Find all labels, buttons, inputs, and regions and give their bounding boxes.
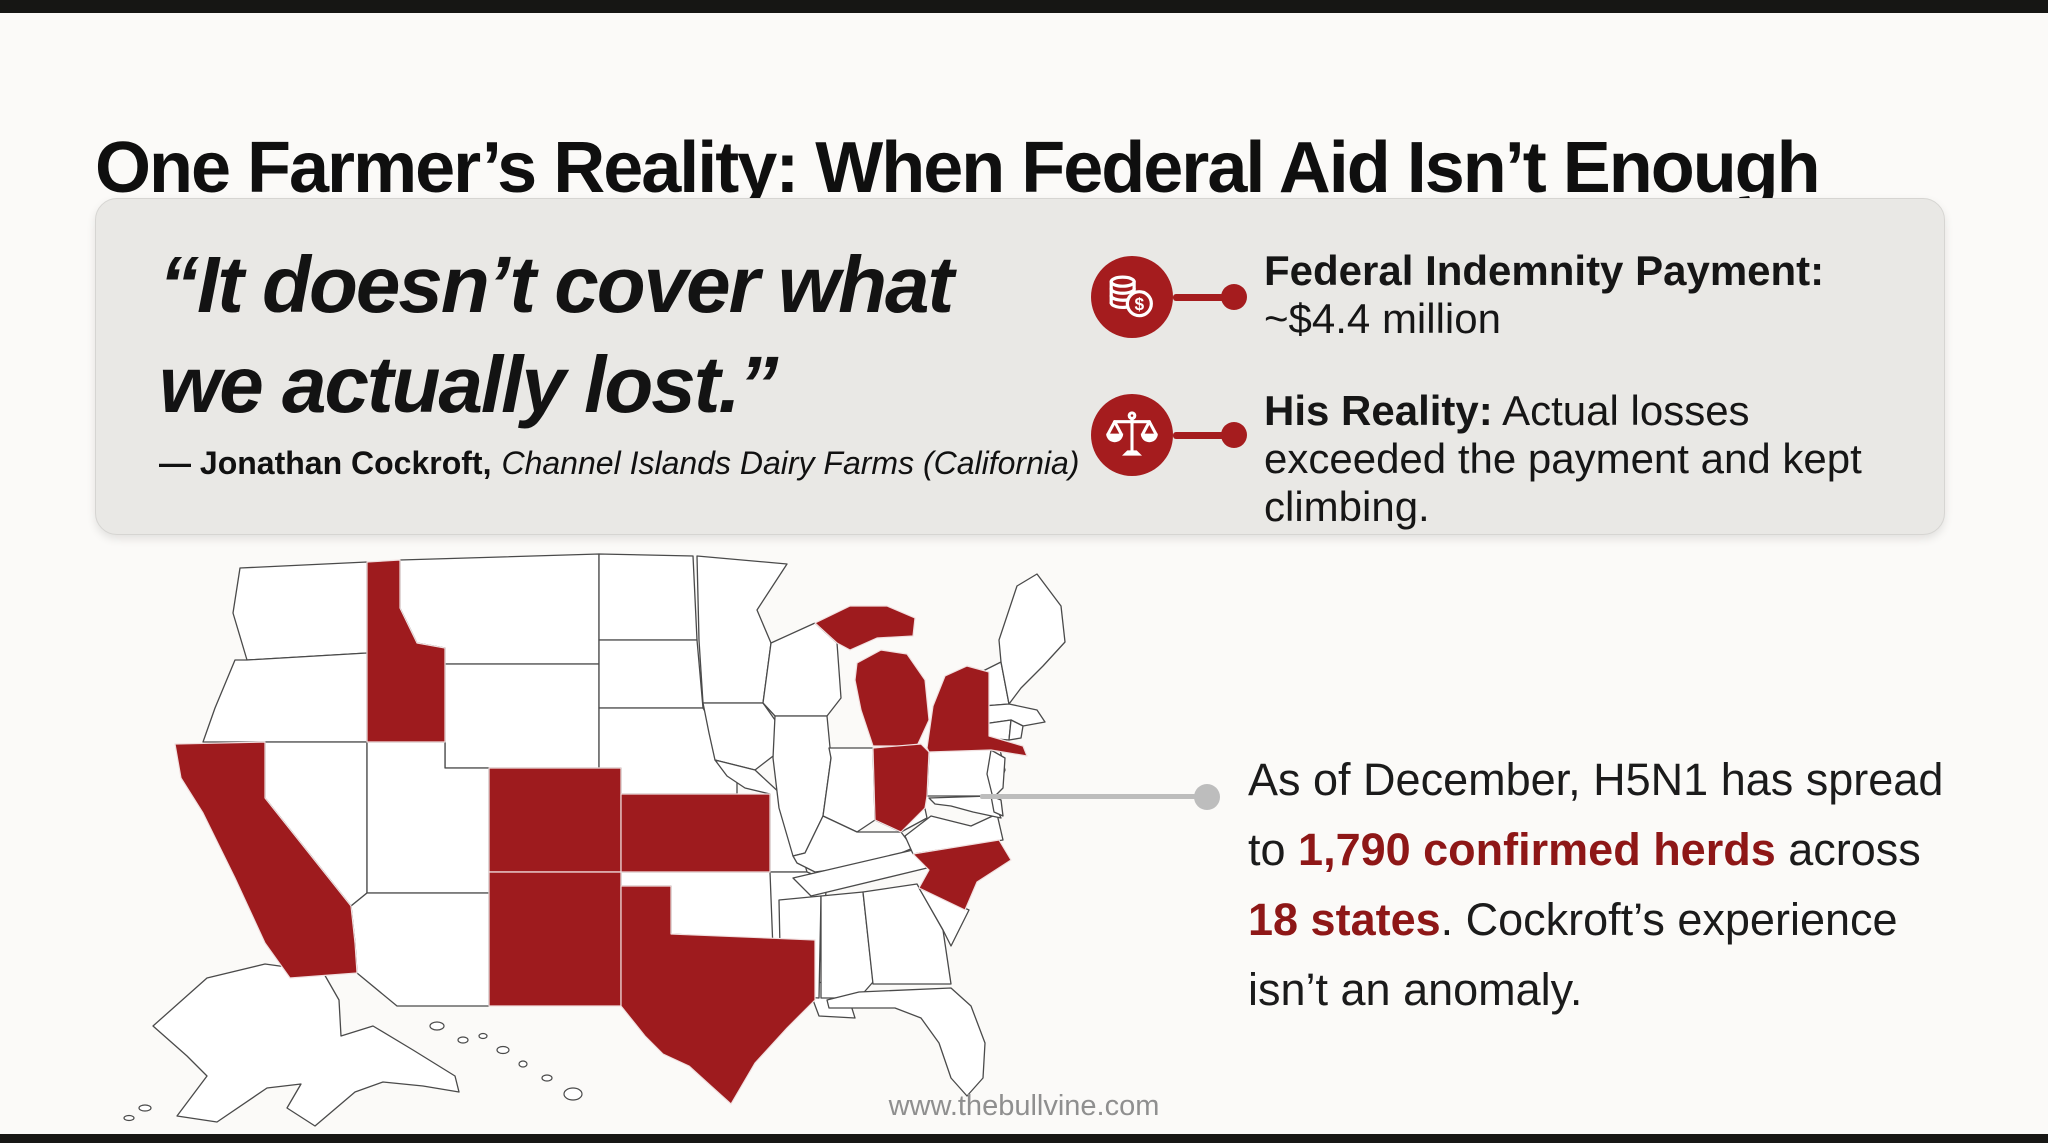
us-map [123, 553, 1066, 1127]
indemnity-item-text: Federal Indemnity Payment: ~$4.4 million [1264, 247, 1954, 343]
state-ID [366, 559, 446, 743]
connector-dot-1 [1221, 284, 1247, 310]
hi-island [541, 1074, 553, 1082]
state-ME [998, 573, 1066, 705]
page-title: One Farmer’s Reality: When Federal Aid I… [95, 128, 1821, 209]
state-OR [202, 652, 368, 743]
hi-island [496, 1045, 510, 1055]
state-WA [232, 561, 368, 661]
reality-value: Actual losses exceeded the payment and k… [1264, 387, 1862, 530]
state-NC [912, 839, 1012, 911]
map-annotation: As of December, H5N1 has spread to 1,790… [1248, 745, 1968, 1025]
top-crop-strip [0, 0, 2048, 13]
reality-heading: His Reality: [1264, 387, 1493, 434]
hi-island [457, 1036, 469, 1044]
state-FL [826, 987, 986, 1097]
quote-line-2: we actually lost.” [159, 340, 779, 429]
state-NJ [986, 749, 1006, 799]
hi-island [563, 1087, 583, 1101]
coins-icon-art: $ [1109, 275, 1153, 318]
quote-card: “It doesn’t cover what we actually lost.… [95, 198, 1945, 535]
ak-island [138, 1104, 152, 1112]
site-url: www.thebullvine.com [888, 1090, 1160, 1122]
indemnity-value: ~$4.4 million [1264, 295, 1501, 342]
state-MD [928, 795, 1002, 819]
annotation-text: . Cockroft’s experience isn’t an anomaly… [1248, 894, 1898, 1015]
state-CO [488, 767, 622, 873]
scales-icon-art [1106, 411, 1158, 456]
us-map-container [115, 548, 1085, 1132]
state-NM [488, 871, 622, 1007]
state-NY [926, 665, 1028, 757]
state-GA [862, 883, 952, 985]
state-MI-lower [854, 649, 930, 747]
connector-line-1 [1173, 294, 1235, 301]
annotation-emphasis: 1,790 confirmed herds [1298, 824, 1776, 875]
dollar-sign: $ [1135, 294, 1145, 314]
state-WY [444, 663, 600, 769]
ak-island [123, 1114, 135, 1122]
map-callout-dot [1194, 784, 1220, 810]
indemnity-heading: Federal Indemnity Payment: [1264, 247, 1825, 294]
state-KS [620, 793, 771, 873]
state-SD [598, 639, 704, 709]
state-MI-upper [814, 605, 916, 651]
quote-text: “It doesn’t cover what we actually lost.… [159, 235, 954, 435]
state-AK [152, 963, 460, 1127]
bottom-crop-strip [0, 1134, 2048, 1143]
reality-item-text: His Reality: Actual losses exceeded the … [1264, 387, 1924, 531]
annotation-text: As of December, H5N1 has spread to [1248, 754, 1944, 875]
scales-icon [1091, 394, 1173, 476]
state-AZ [350, 892, 490, 1007]
connector-dot-2 [1221, 422, 1247, 448]
quote-line-1: “It doesn’t cover what [159, 240, 954, 329]
state-AL [820, 891, 874, 999]
state-CA [174, 741, 358, 979]
coins-icon: $ [1091, 256, 1173, 338]
state-OH [872, 743, 930, 833]
hi-island [518, 1060, 528, 1068]
annotation-text: across [1775, 824, 1921, 875]
hi-island [429, 1021, 445, 1031]
attribution-name: — Jonathan Cockroft, [159, 445, 492, 481]
state-WI [762, 622, 842, 717]
connector-line-2 [1173, 432, 1235, 439]
state-ND [598, 553, 698, 641]
attribution-affiliation: Channel Islands Dairy Farms (California) [501, 445, 1080, 481]
annotation-emphasis: 18 states [1248, 894, 1441, 945]
map-callout-line [980, 794, 1206, 799]
quote-attribution: — Jonathan Cockroft, Channel Islands Dair… [159, 445, 1079, 482]
state-RI [1008, 719, 1024, 741]
hi-island [478, 1032, 488, 1040]
state-TX [620, 885, 816, 1105]
